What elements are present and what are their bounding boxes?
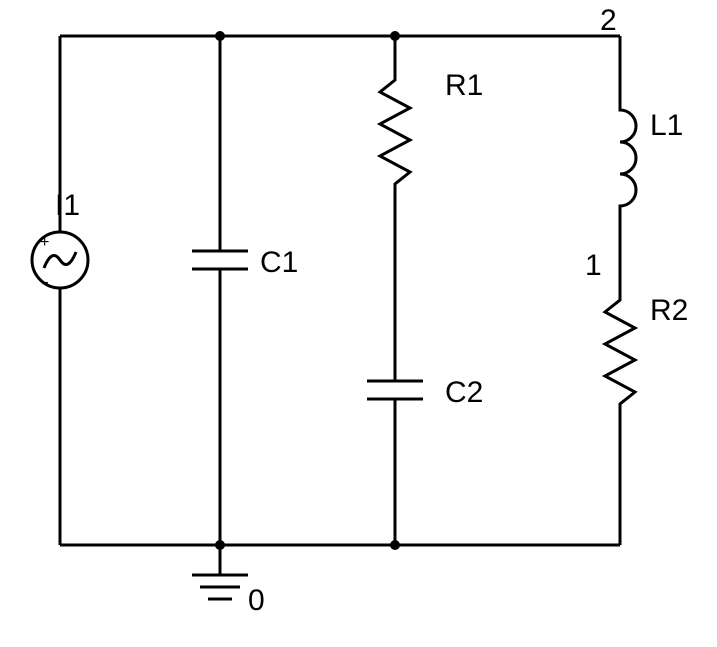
resistor-r2: R2 <box>605 280 688 415</box>
sine-icon <box>44 252 76 268</box>
node-top-c1 <box>215 31 225 41</box>
resistor-zigzag-icon <box>380 60 410 195</box>
source-minus: - <box>42 271 49 293</box>
net-label-2: 2 <box>600 4 617 37</box>
label-i1: I1 <box>55 189 80 222</box>
junction-nodes <box>215 31 400 550</box>
capacitor-c1: C1 <box>192 246 298 279</box>
net-label-1: 1 <box>585 249 602 282</box>
node-top-rc2 <box>390 31 400 41</box>
inductor-l1: L1 <box>620 70 683 235</box>
label-r1: R1 <box>445 69 483 102</box>
current-source-i1: + - I1 <box>32 189 88 293</box>
label-l1: L1 <box>650 109 683 142</box>
circuit-schematic: + - I1 C1 R1 C2 L1 R2 0 2 1 <box>0 0 717 647</box>
label-gnd: 0 <box>248 584 265 617</box>
source-plus: + <box>40 234 49 251</box>
label-c1: C1 <box>260 246 298 279</box>
resistor-zigzag-icon <box>605 280 635 415</box>
wires <box>60 36 620 545</box>
ground: 0 <box>192 545 265 617</box>
capacitor-c2: C2 <box>367 376 483 409</box>
resistor-r1: R1 <box>380 60 483 195</box>
inductor-coil-icon <box>620 70 636 235</box>
label-c2: C2 <box>445 376 483 409</box>
label-r2: R2 <box>650 294 688 327</box>
node-bot-rc2 <box>390 540 400 550</box>
